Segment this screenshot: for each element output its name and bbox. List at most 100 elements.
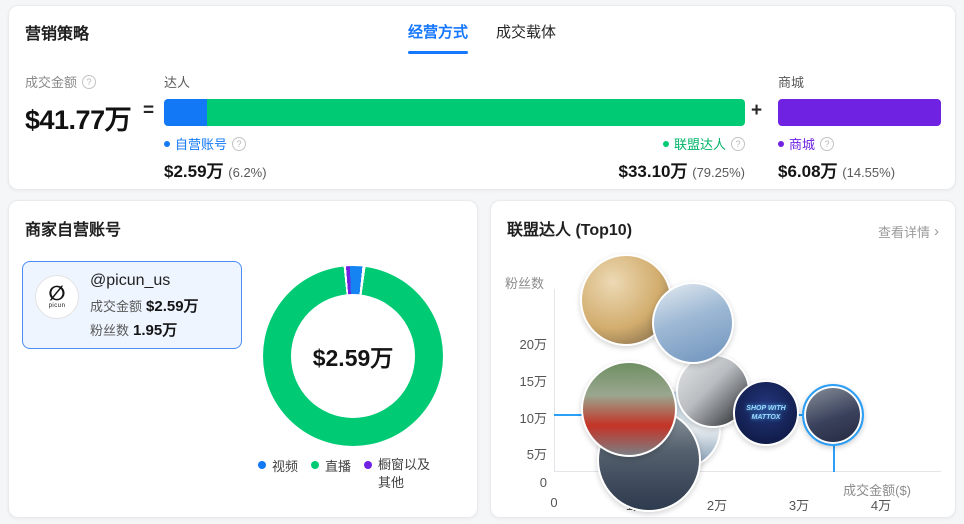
- mall-percent: (14.55%): [842, 165, 896, 180]
- legend-label: 直播: [325, 459, 352, 474]
- daren-bar-group: 达人 自营账号 ? $2.59万 (6.2%): [164, 72, 745, 182]
- mall-value-row: $6.08万 (14.55%): [778, 157, 895, 182]
- self-account-card: 商家自营账号 ∅ picun @picun_us 成交金额 $2.59万 粉丝数 1…: [8, 200, 478, 518]
- y-tick: 20万: [519, 337, 547, 352]
- marketing-strategy-card: 营销策略 经营方式 成交载体 成交金额 ? $41.77万 =: [8, 5, 956, 190]
- daren-legends: 自营账号 ? $2.59万 (6.2%) 联盟达人 ?: [164, 134, 745, 182]
- active-tab-underline: [407, 51, 468, 54]
- tab-deal-carrier[interactable]: 成交载体: [496, 6, 556, 54]
- self-account-percent: (6.2%): [228, 165, 267, 180]
- legend-dot-icon: [778, 140, 784, 147]
- mall-legend: 商城 ? $6.08万 (14.55%): [778, 134, 895, 182]
- self-account-bar-segment[interactable]: [164, 99, 207, 126]
- x-tick: 3万: [788, 498, 810, 513]
- page-title: 营销策略: [25, 26, 90, 43]
- y-tick: 0: [539, 475, 547, 490]
- alliance-value: $33.10万: [618, 162, 688, 181]
- account-fans-row: 粉丝数 1.95万: [90, 319, 229, 340]
- total-gmv-block: 成交金额 ? $41.77万: [25, 72, 132, 137]
- daren-stacked-bar: [164, 99, 745, 126]
- donut-center: $2.59万: [291, 294, 415, 418]
- self-account-name: 自营账号: [175, 137, 228, 152]
- tab-business-mode[interactable]: 经营方式: [407, 6, 468, 54]
- legend-dot-icon: [258, 461, 266, 469]
- avatar-logo-icon: ∅: [48, 283, 66, 305]
- total-gmv-label-row: 成交金额 ?: [25, 72, 131, 91]
- influencer-avatar-mattox[interactable]: SHOP WITH MATTOX: [733, 380, 799, 446]
- y-axis-line: [554, 289, 555, 471]
- self-account-legend: 自营账号 ? $2.59万 (6.2%): [164, 134, 267, 182]
- total-gmv-value: $41.77万: [25, 105, 132, 135]
- card-header: 营销策略 经营方式 成交载体: [9, 6, 955, 54]
- plus-sign: +: [751, 100, 763, 121]
- account-gmv-value: $2.59万: [146, 298, 199, 315]
- alliance-bar-segment[interactable]: [207, 99, 745, 126]
- x-tick: 0: [550, 495, 558, 510]
- influencer-avatar-5[interactable]: [581, 361, 677, 457]
- account-avatar: ∅ picun: [35, 275, 79, 319]
- x-axis-label: 成交金额($): [843, 483, 911, 498]
- account-summary-card[interactable]: ∅ picun @picun_us 成交金额 $2.59万 粉丝数 1.95万: [22, 261, 242, 349]
- mall-name: 商城: [789, 137, 816, 152]
- donut-center-value: $2.59万: [312, 345, 394, 371]
- x-axis-line: [554, 471, 941, 472]
- y-axis-label: 粉丝数: [505, 276, 545, 291]
- legend-dot-icon: [164, 140, 170, 147]
- self-account-value: $2.59万: [164, 162, 224, 181]
- help-icon[interactable]: ?: [82, 74, 97, 89]
- total-gmv-label: 成交金额: [25, 75, 78, 90]
- help-icon[interactable]: ?: [232, 136, 247, 151]
- legend-dot-icon: [364, 461, 373, 469]
- x-tick: 4万: [870, 498, 892, 513]
- legend-dot-icon: [662, 140, 669, 147]
- account-handle: @picun_us: [90, 272, 171, 289]
- tab-label: 成交载体: [496, 24, 557, 41]
- alliance-percent: (79.25%): [692, 165, 745, 180]
- legend-item-showcase[interactable]: 橱窗以及其他: [364, 456, 436, 492]
- scatter-chart: 粉丝数 20万 15万 10万 5万 0 0 1万 2万 3万 4万 成交金额(…: [491, 249, 957, 519]
- legend-item-live[interactable]: 直播: [311, 456, 351, 492]
- mall-legends: 商城 ? $6.08万 (14.55%): [778, 134, 943, 182]
- help-icon[interactable]: ?: [820, 136, 835, 151]
- alliance-name: 联盟达人: [673, 137, 726, 152]
- legend-item-video[interactable]: 视频: [258, 456, 298, 492]
- alliance-legend: 联盟达人 ? $33.10万 (79.25%): [619, 134, 745, 182]
- legend-dot-icon: [311, 461, 320, 469]
- influencer-avatar-selected[interactable]: [802, 384, 864, 446]
- mall-group-label: 商城: [778, 75, 805, 90]
- influencer-avatar-2[interactable]: [652, 282, 734, 364]
- x-tick: 2万: [706, 498, 728, 513]
- alliance-value-row: $33.10万 (79.25%): [619, 157, 745, 182]
- alliance-card-title: 联盟达人 (Top10): [507, 222, 633, 239]
- self-account-value-row: $2.59万 (6.2%): [164, 157, 267, 182]
- help-icon[interactable]: ?: [731, 136, 745, 151]
- view-details-link[interactable]: 查看详情 ›: [878, 222, 939, 241]
- mall-name-row: 商城 ?: [778, 134, 895, 153]
- mall-bar[interactable]: [778, 99, 941, 126]
- donut-chart[interactable]: $2.59万: [263, 266, 443, 446]
- equals-sign: =: [143, 100, 155, 121]
- mall-value: $6.08万: [778, 162, 838, 181]
- legend-label: 橱窗以及其他: [378, 457, 431, 490]
- legend-label: 视频: [272, 459, 299, 474]
- alliance-card-header: 联盟达人 (Top10) 查看详情 ›: [491, 201, 955, 249]
- avatar-logo-text: picun: [48, 303, 66, 309]
- mall-bar-group: 商城 商城 ? $6.08万 (14.55%): [778, 72, 943, 182]
- account-gmv-label: 成交金额: [90, 299, 143, 314]
- view-details-label: 查看详情: [877, 225, 930, 240]
- tab-label: 经营方式: [407, 24, 468, 41]
- alliance-card: 联盟达人 (Top10) 查看详情 › 粉丝数 20万 15万 10万 5万 0…: [490, 200, 956, 518]
- account-fans-value: 1.95万: [133, 322, 178, 339]
- y-tick: 10万: [519, 411, 547, 426]
- donut-legend: 视频 直播 橱窗以及其他: [258, 456, 436, 492]
- chevron-right-icon: ›: [934, 223, 939, 240]
- account-info: @picun_us 成交金额 $2.59万 粉丝数 1.95万: [90, 272, 229, 340]
- y-tick: 15万: [519, 374, 547, 389]
- alliance-name-row: 联盟达人 ?: [619, 134, 745, 153]
- account-gmv-row: 成交金额 $2.59万: [90, 295, 229, 316]
- self-account-card-title: 商家自营账号: [25, 222, 122, 239]
- tab-bar: 经营方式 成交载体: [407, 6, 556, 54]
- mattox-avatar-text: SHOP WITH MATTOX: [746, 405, 786, 421]
- daren-group-label: 达人: [164, 75, 191, 90]
